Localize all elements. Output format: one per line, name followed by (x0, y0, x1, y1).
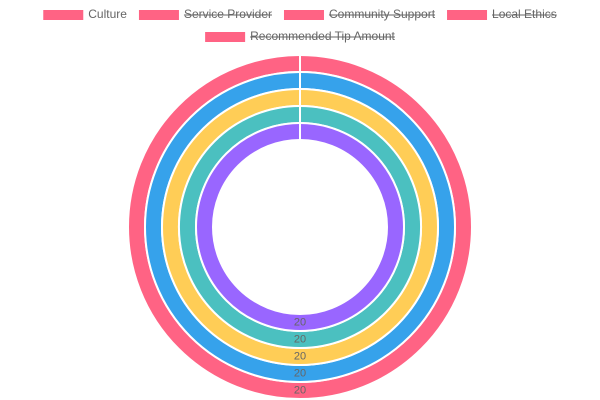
legend-label: Service Provider (184, 7, 272, 21)
legend-label: Recommended Tip Amount (250, 29, 395, 43)
data-label: 20 (294, 350, 306, 362)
legend-item[interactable]: Community Support (283, 7, 436, 21)
data-label: 20 (294, 316, 306, 328)
legend-item[interactable]: Recommended Tip Amount (205, 29, 396, 43)
legend-label: Community Support (329, 7, 436, 21)
legend-swatch (283, 10, 324, 20)
data-label: 20 (294, 384, 306, 396)
legend-label: Culture (88, 7, 127, 21)
data-label: 20 (294, 333, 306, 345)
legend-swatch (205, 32, 246, 42)
legend-item[interactable]: Service Provider (138, 7, 272, 21)
legend-item[interactable]: Local Ethics (447, 7, 557, 21)
legend-item[interactable]: Culture (43, 7, 127, 21)
data-label: 20 (294, 367, 306, 379)
legend-label: Local Ethics (492, 7, 557, 21)
legend-swatch (138, 10, 179, 20)
legend-swatch (43, 10, 84, 20)
legend-swatch (447, 10, 488, 20)
ring-segment (195, 121, 405, 333)
ring-segment (178, 104, 422, 350)
